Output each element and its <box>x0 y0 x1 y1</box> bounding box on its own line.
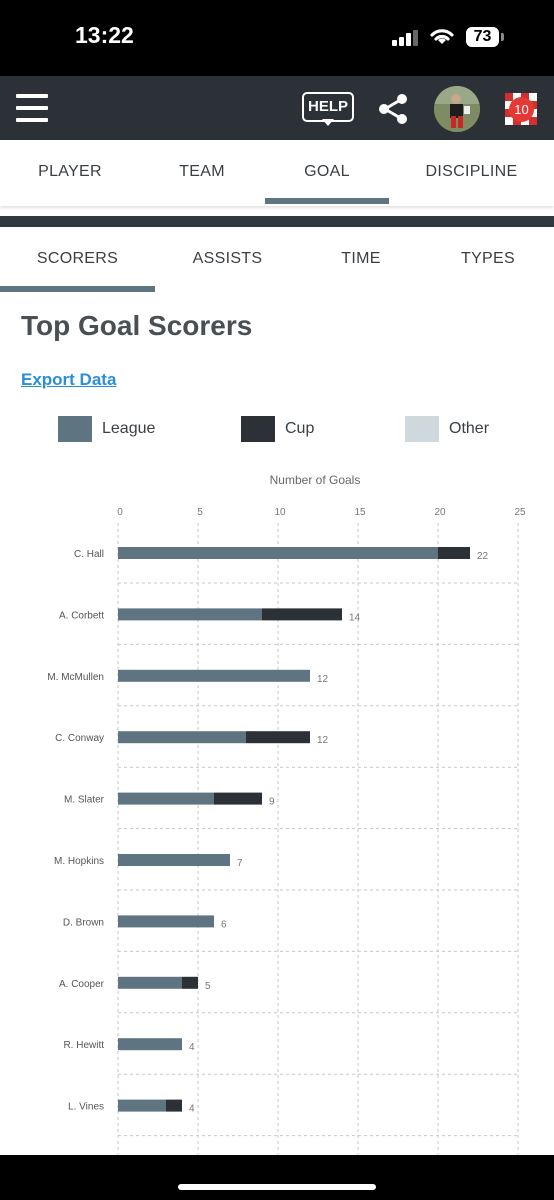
tab-team[interactable]: TEAM <box>179 163 225 180</box>
x-tick-label: 25 <box>514 507 526 518</box>
tab-goal[interactable]: GOAL <box>304 163 350 180</box>
x-tick-label: 15 <box>354 507 366 518</box>
x-tick-label: 5 <box>197 507 203 518</box>
hamburger-menu-icon[interactable] <box>16 92 48 124</box>
bar-total-label: 12 <box>317 674 329 685</box>
bar-total-label: 12 <box>317 735 329 746</box>
home-indicator[interactable] <box>178 1184 376 1190</box>
category-label: M. Slater <box>64 795 105 806</box>
category-label: C. Hall <box>74 549 104 560</box>
bar-segment-league <box>118 1099 166 1112</box>
main-tab-indicator <box>265 198 389 204</box>
bar-segment-cup <box>166 1099 182 1112</box>
legend-swatch-league <box>58 416 92 442</box>
category-label: R. Hewitt <box>63 1040 104 1051</box>
category-label: L. Vines <box>68 1102 104 1113</box>
legend-swatch-cup <box>241 416 275 442</box>
avatar-photo <box>434 86 480 132</box>
share-icon[interactable] <box>377 93 409 125</box>
tab-player[interactable]: PLAYER <box>38 163 102 180</box>
tab-assists[interactable]: ASSISTS <box>192 250 263 267</box>
category-label: M. Hopkins <box>54 856 104 867</box>
notification-badge: 10 <box>509 97 534 122</box>
sub-tab-indicator <box>0 286 155 292</box>
cellular-signal-icon <box>392 30 418 46</box>
export-data-link[interactable]: Export Data <box>21 370 117 389</box>
tab-time[interactable]: TIME <box>341 250 381 267</box>
category-label: M. McMullen <box>47 672 104 683</box>
bar-total-label: 9 <box>269 797 275 808</box>
bar-segment-league <box>118 608 262 621</box>
status-bar: 13:22 73 <box>0 0 554 76</box>
bar-chart-svg: Number of Goals 0 5 10 15 20 25 C. Hall 22 A. Cor… <box>47 473 526 1155</box>
category-label: A. Corbett <box>59 610 104 621</box>
wifi-icon <box>430 29 454 44</box>
bar-segment-league <box>118 915 214 928</box>
category-label: D. Brown <box>63 917 104 928</box>
legend-label-other: Other <box>449 420 490 437</box>
bar-total-label: 14 <box>349 612 361 623</box>
section-divider <box>0 216 554 227</box>
bar-segment-cup <box>246 731 310 744</box>
main-tab-bar: PLAYER TEAM GOAL DISCIPLINE <box>0 140 554 206</box>
bar-segment-cup <box>262 608 342 621</box>
bar-segment-league <box>118 854 230 866</box>
category-label: A. Cooper <box>59 979 105 990</box>
legend-label-cup: Cup <box>285 420 315 437</box>
bar-total-label: 5 <box>205 981 211 992</box>
category-label: C. Conway <box>55 733 104 744</box>
x-tick-label: 10 <box>274 507 286 518</box>
bar-segment-cup <box>438 547 470 559</box>
bar-segment-league <box>118 792 214 805</box>
bar-total-label: 22 <box>477 551 489 562</box>
goal-scorers-chart: Number of Goals 0 5 10 15 20 25 C. Hall 22 A. Cor… <box>0 465 554 1155</box>
tab-scorers[interactable]: SCORERS <box>36 250 119 267</box>
system-bottom-bar <box>0 1155 554 1200</box>
legend-swatch-other <box>405 416 439 442</box>
bar-total-label: 4 <box>189 1104 195 1115</box>
battery-level: 73 <box>466 27 499 47</box>
avatar[interactable] <box>434 86 480 132</box>
bar-segment-league <box>118 731 246 744</box>
battery-icon: 73 <box>466 27 504 47</box>
sub-tab-bar: SCORERS ASSISTS TIME TYPES <box>0 228 554 292</box>
bar-segment-cup <box>214 792 262 805</box>
bar-segment-league <box>118 1038 182 1051</box>
bar-segment-league <box>118 976 182 989</box>
bar-total-label: 6 <box>221 919 227 930</box>
tab-discipline[interactable]: DISCIPLINE <box>425 163 518 180</box>
bar-segment-league <box>118 669 310 682</box>
tab-types[interactable]: TYPES <box>461 250 515 267</box>
help-label: HELP <box>302 92 354 122</box>
bar-total-label: 7 <box>237 858 243 869</box>
x-axis-title: Number of Goals <box>270 473 361 487</box>
bar-segment-league <box>118 547 438 559</box>
x-tick-label: 0 <box>117 507 123 518</box>
help-button[interactable]: HELP <box>302 92 354 126</box>
bar-segment-cup <box>182 976 198 989</box>
bar-total-label: 4 <box>189 1042 195 1053</box>
app-bar: HELP 10 <box>0 76 554 140</box>
status-time: 13:22 <box>75 22 134 48</box>
page-title: Top Goal Scorers <box>21 310 253 341</box>
legend-label-league: League <box>102 420 156 437</box>
x-tick-label: 20 <box>434 507 446 518</box>
